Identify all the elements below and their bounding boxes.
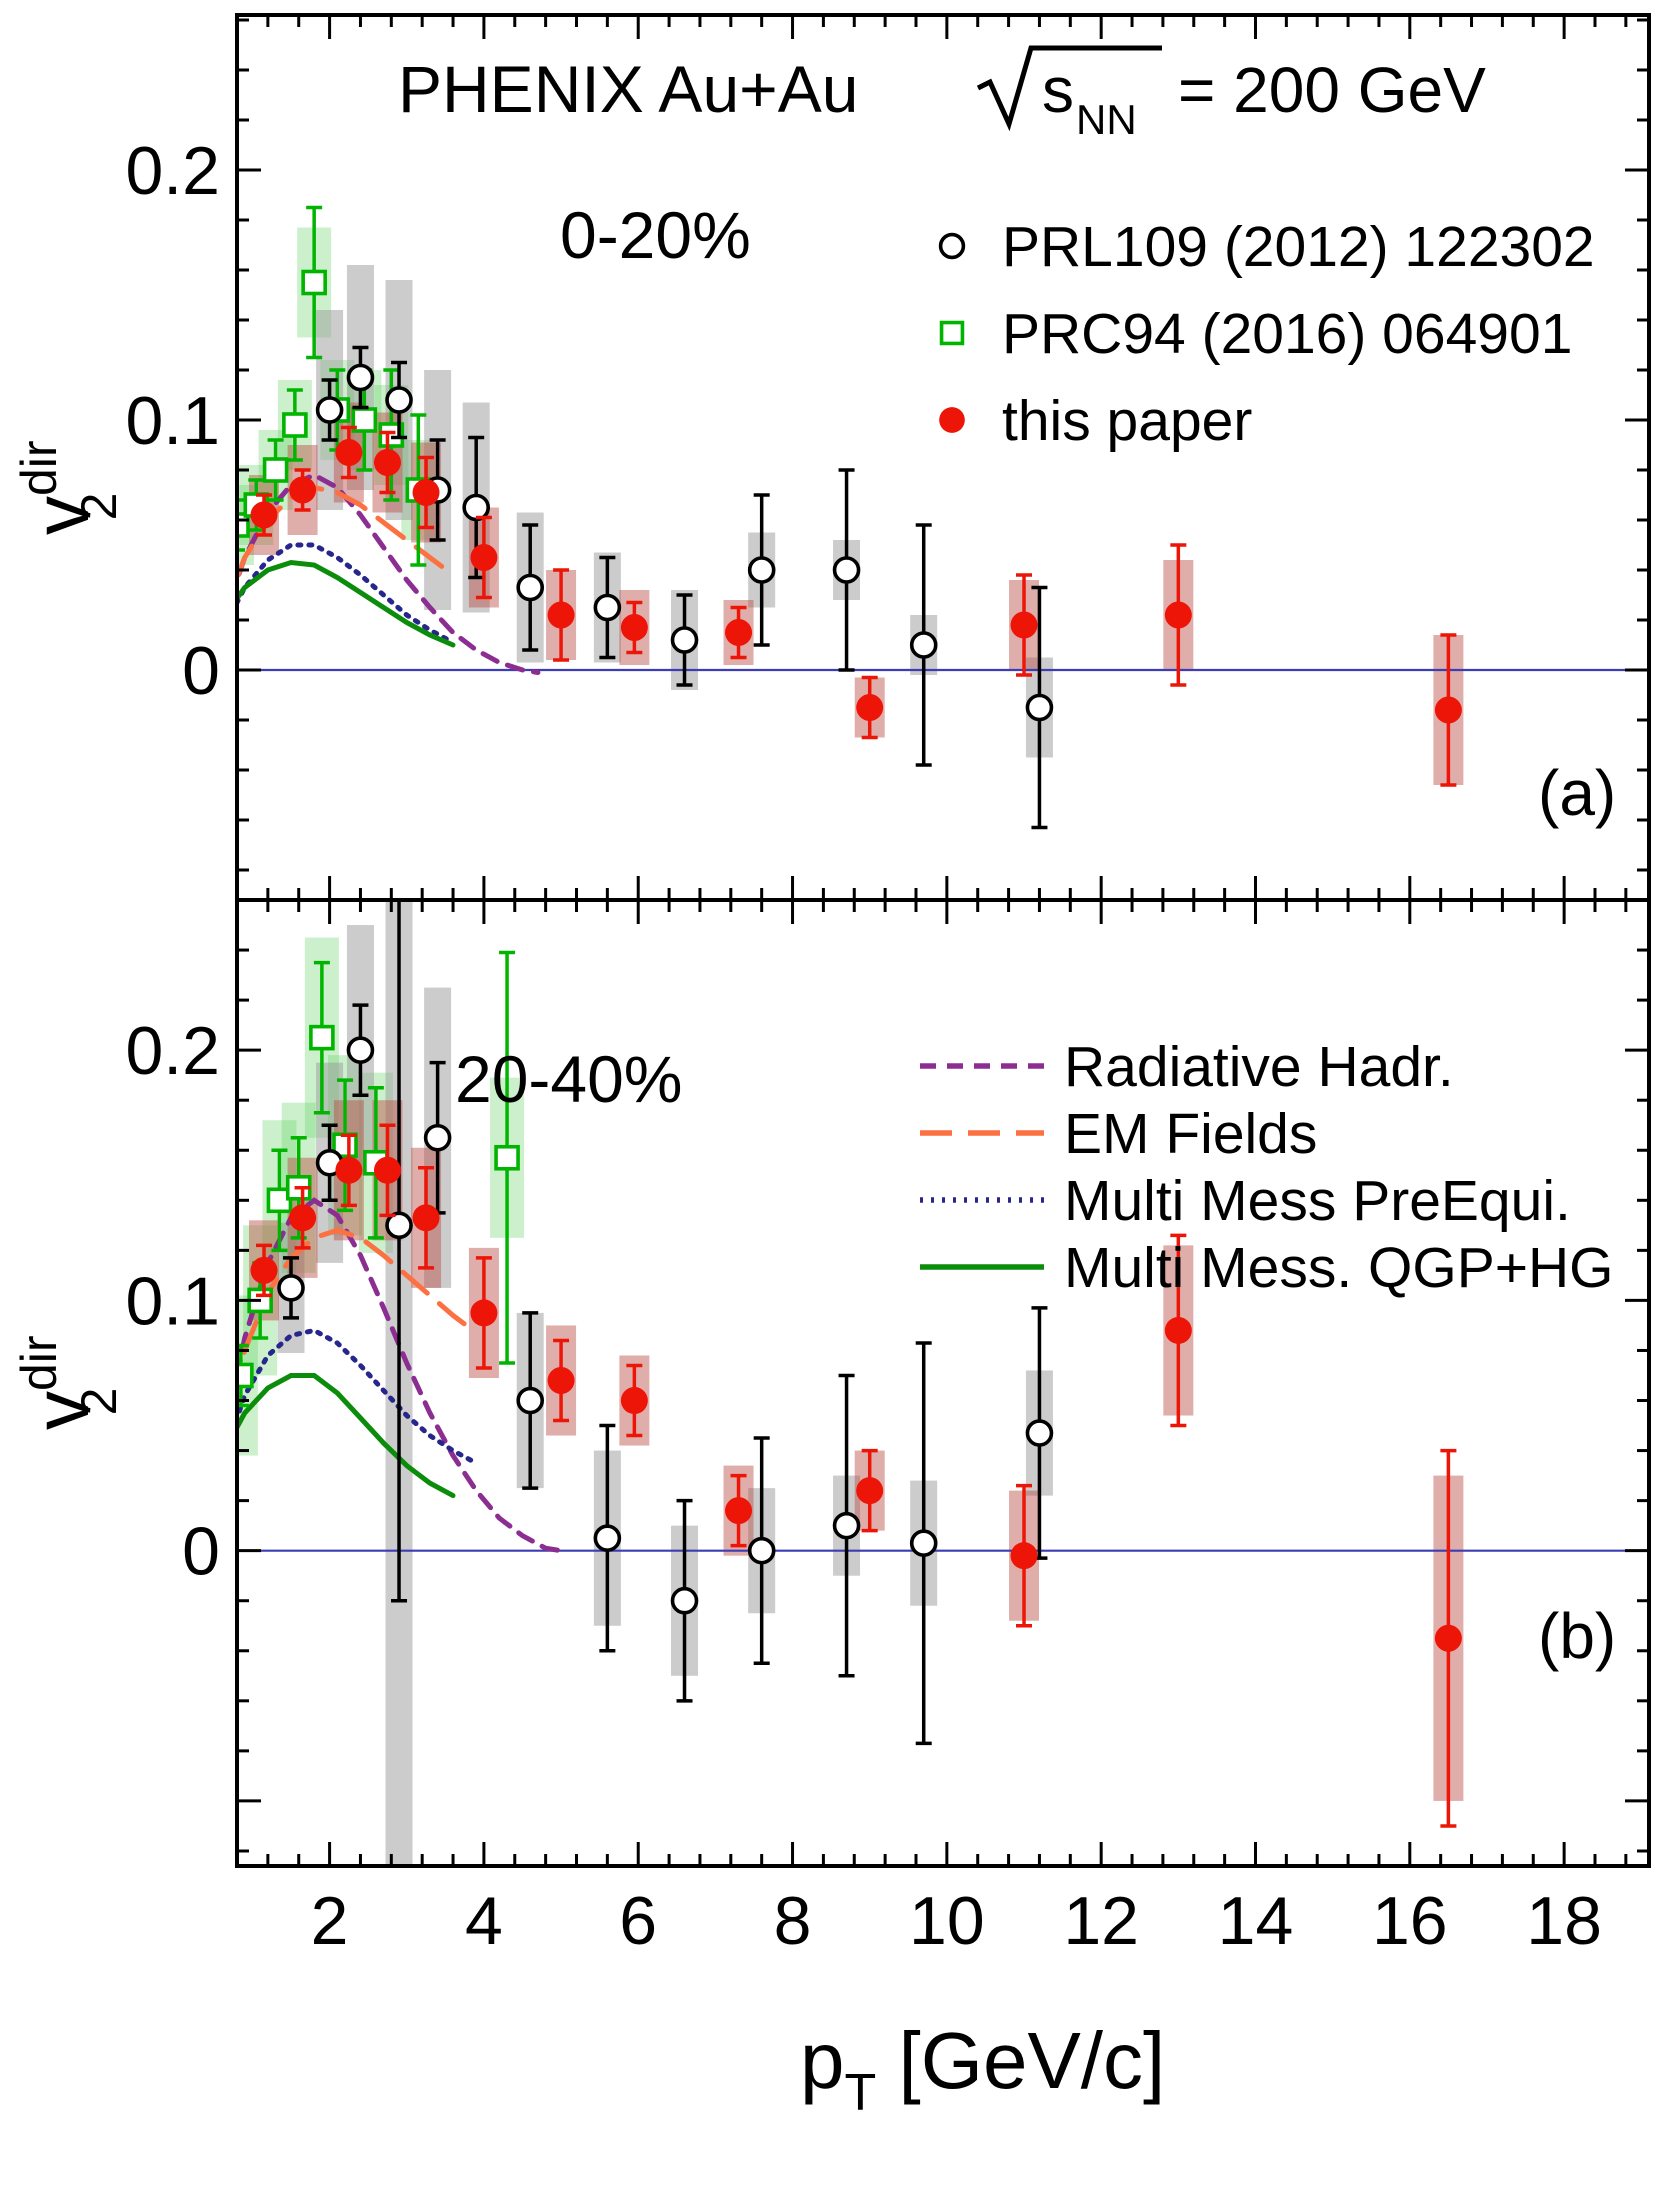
x-tick-label: 18 (1526, 1883, 1602, 1959)
y-tick-label-a: 0.2 (125, 133, 220, 209)
data-points-b (239, 902, 1462, 1828)
series-thispaper-b (250, 1123, 1462, 1828)
centrality-label-a: 0-20% (560, 198, 751, 272)
curves-a (239, 472, 541, 675)
series-thispaper-a (250, 425, 1462, 787)
series-prl109-b (277, 902, 1054, 1746)
x-tick-label: 6 (619, 1883, 657, 1959)
legend-row-3: this paper (939, 389, 1252, 453)
curve-qgp-a (239, 559, 456, 648)
curve-preequi-a (239, 542, 456, 645)
legend-curve-row-3: Multi Mess PreEqui. (920, 1169, 1571, 1233)
data-points-a (239, 205, 1462, 830)
y-axis-title-a: vdir2 (11, 440, 127, 535)
panel-tag-a: (a) (1538, 757, 1616, 829)
centrality-label-b: 20-40% (455, 1042, 683, 1116)
x-tick-label: 10 (909, 1883, 985, 1959)
legend-curve-row-2: EM Fields (920, 1102, 1317, 1166)
y-tick-label-b: 0 (182, 1514, 220, 1590)
legend-row-2: PRC94 (2016) 064901 (939, 302, 1572, 366)
legend-label: this paper (1002, 389, 1252, 453)
legend-curve-label: EM Fields (1064, 1102, 1317, 1166)
legend-curve-row-1: Radiative Hadr. (920, 1035, 1454, 1099)
panel-tag-b: (b) (1538, 1600, 1616, 1672)
x-tick-label: 8 (774, 1883, 812, 1959)
panel-frame-b (235, 898, 1651, 1868)
x-tick-label: 14 (1218, 1883, 1294, 1959)
x-axis-title: pT [GeV/c] (800, 2016, 1165, 2122)
svg-text:pT [GeV/c]: pT [GeV/c] (800, 2016, 1165, 2122)
sqrt-radical (976, 45, 1162, 132)
x-tick-label: 4 (465, 1883, 503, 1959)
y-axis-title-b: vdir2 (11, 1335, 127, 1430)
series-prc94-a (239, 205, 432, 567)
x-tick-label: 12 (1063, 1883, 1139, 1959)
experiment-title: PHENIX Au+Au (398, 52, 858, 126)
panel-b: 0 0.1 0.2 (b) 20-40% (125, 898, 1651, 1868)
legend-data: PRL109 (2012) 122302 PRC94 (2016) 064901 t… (938, 215, 1595, 453)
x-tick-label: 2 (311, 1883, 349, 1959)
legend-curve-label: Multi Mess PreEqui. (1064, 1169, 1571, 1233)
svg-text:vdir2: vdir2 (11, 1335, 127, 1430)
header: PHENIX Au+Au s NN = 200 GeV (398, 45, 1486, 143)
sqrt-s-subscript: NN (1076, 96, 1137, 143)
legend-row-1: PRL109 (2012) 122302 (938, 215, 1595, 279)
y-tick-label-a: 0 (182, 633, 220, 709)
legend-curve-label: Multi Mess. QGP+HG (1064, 1236, 1614, 1300)
legend-curve-row-4: Multi Mess. QGP+HG (920, 1236, 1614, 1300)
ticks-a (237, 15, 1649, 900)
curve-radiative-a (239, 472, 541, 675)
energy-value: = 200 GeV (1178, 54, 1486, 126)
curve-qgp-b (239, 1373, 456, 1499)
series-prl109-a (315, 345, 1054, 830)
curve-preequi-b (239, 1327, 479, 1466)
y-tick-label-b: 0.1 (125, 1263, 220, 1339)
y-tick-label-a: 0.1 (125, 383, 220, 459)
legend-label: PRL109 (2012) 122302 (1002, 215, 1595, 279)
curve-em-a (239, 484, 456, 581)
x-tick-label: 16 (1372, 1883, 1448, 1959)
legend-curve-label: Radiative Hadr. (1064, 1035, 1454, 1099)
y-tick-label-b: 0.2 (125, 1013, 220, 1089)
panel-a: 0 0.1 0.2 (a) 0-20% (125, 13, 1651, 902)
sqrt-s: s (1042, 54, 1074, 126)
ticks-b (237, 900, 1649, 1866)
legend-label: PRC94 (2016) 064901 (1002, 302, 1572, 366)
svg-text:vdir2: vdir2 (11, 440, 127, 535)
